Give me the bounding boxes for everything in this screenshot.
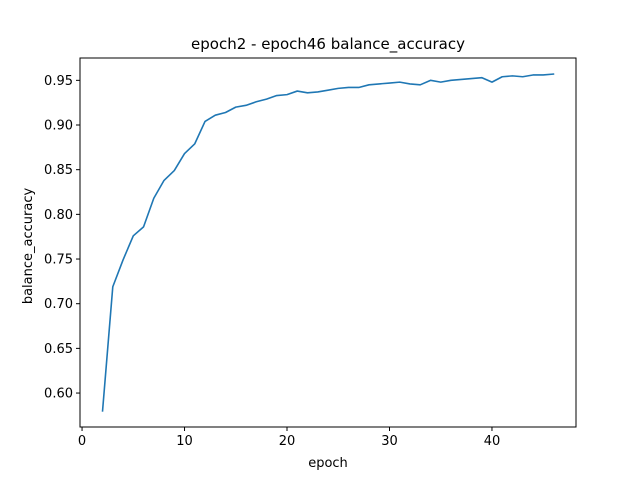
series-layer [101,73,555,412]
y-tick-label: 0.80 [44,208,73,223]
y-axis-label: balance_accuracy [21,188,36,305]
y-tick-label: 0.95 [44,74,73,89]
chart-title: epoch2 - epoch46 balance_accuracy [191,35,465,54]
y-tick-label: 0.85 [44,163,73,178]
y-tick-label: 0.70 [44,297,73,312]
x-tick-label: 30 [381,434,398,449]
y-tick-label: 0.60 [44,387,73,402]
y-tick-label: 0.75 [44,253,73,268]
x-tick-label: 20 [279,434,296,449]
x-tick-label: 10 [176,434,193,449]
x-axis-label: epoch [308,456,348,471]
ticks-layer: 0 10 20 30 40 0.60 0.65 0.70 0.75 0.80 0.85 0.90 0.9… [44,74,500,449]
x-tick-label: 40 [484,434,501,449]
y-tick-label: 0.90 [44,119,73,134]
series-line [101,73,555,412]
plot-area-frame [79,57,577,428]
y-tick-label: 0.65 [44,342,73,357]
x-tick-label: 0 [78,434,86,449]
